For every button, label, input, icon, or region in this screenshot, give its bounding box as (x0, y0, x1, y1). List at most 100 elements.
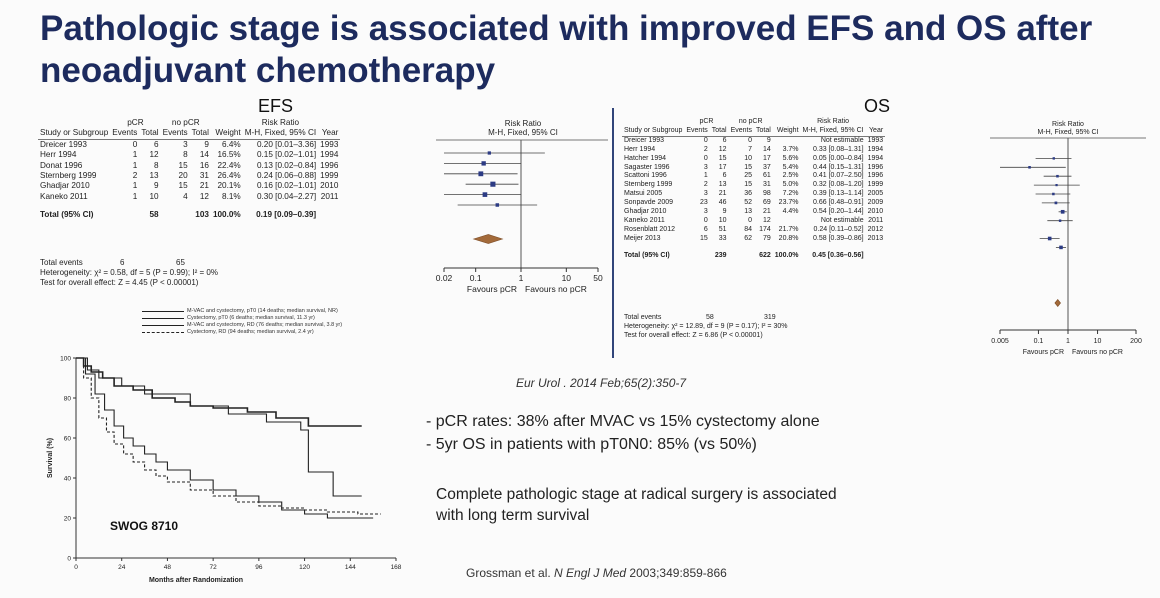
os-cell-year: 1993 (867, 136, 884, 144)
os-plot-tick-label: 1 (1066, 338, 1070, 345)
efs-cell-e1: 1 (132, 191, 138, 201)
efs-plot-point (478, 171, 484, 177)
km-survival-plot: SWOG 8710 0 20 40 60 80 100 0 24 48 72 96 120 144 168… (47, 356, 402, 585)
efs-plot-rr-header: Risk Ratio (505, 119, 542, 128)
os-cell-t1: 33 (718, 234, 727, 242)
os-cell-year: 2009 (867, 199, 884, 207)
os-cell-e1: 23 (699, 199, 708, 207)
total-col-header: Total (189, 128, 211, 140)
os-cell-e1: 3 (703, 190, 708, 198)
os-total-weight: 100.0% (774, 251, 799, 259)
os-plot-point (1052, 157, 1055, 160)
os-cell-year: 2011 (868, 216, 884, 224)
km-y-axis-label: Survival (%) (47, 438, 54, 478)
os-plot-point (1052, 192, 1055, 196)
efs-cell-year: 1994 (320, 150, 339, 160)
os-plot-tick-label: 200 (1130, 338, 1142, 345)
efs-cell-e1: 1 (132, 150, 138, 160)
os-total-t2: 622 (759, 251, 771, 259)
os-forest-table: pCR no pCR Risk Ratio Study or Subgroup … (622, 118, 886, 261)
efs-cell-e2: 20 (178, 171, 188, 181)
efs-cell-weight: 8.1% (222, 191, 241, 201)
km-legend-label: M-VAC and cystectomy, pT0 (14 deaths; me… (187, 308, 338, 314)
os-cell-weight: 23.7% (778, 199, 799, 207)
efs-cell-e2: 15 (178, 181, 188, 191)
km-x-tick-label: 24 (118, 564, 126, 571)
os-plot-point (1055, 183, 1058, 187)
os-plot-point (1059, 245, 1063, 250)
os-cell-e2: 0 (748, 136, 752, 144)
km-series-line (76, 357, 362, 497)
os-study-row: Sagaster 1996 3 17 15 37 5.4% 0.44 [0.15–1.31]… (622, 164, 885, 173)
os-cell-weight (773, 217, 801, 226)
km-legend-item: Cystectomy, pT0 (6 deaths; median surviv… (142, 315, 342, 322)
os-cell-e2: 52 (744, 199, 752, 207)
os-cell-t1: 13 (718, 181, 727, 189)
os-cell-e2: 15 (744, 163, 752, 171)
efs-cell-t1: 12 (149, 150, 159, 160)
os-total-events-pcr: 58 (706, 314, 714, 321)
citation-text: Eur Urol . 2014 Feb;65(2):350-7 (516, 376, 687, 390)
os-cell-e1: 15 (699, 234, 708, 242)
os-cell-t1: 6 (722, 172, 727, 180)
efs-forest-table: pCR no pCR Risk Ratio Study or Subgroup … (38, 118, 341, 221)
os-cell-e1: 3 (703, 208, 708, 216)
os-total-t1: 239 (714, 251, 727, 259)
efs-total-year (318, 202, 340, 220)
os-cell-name: Sternberg 1999 (624, 181, 673, 189)
os-cell-weight: 2.5% (782, 172, 799, 180)
os-cell-t1: 17 (718, 163, 727, 171)
efs-cell-e1: 1 (132, 181, 138, 191)
group1-header: pCR (127, 118, 144, 127)
km-x-tick-label: 48 (164, 564, 172, 571)
km-y-tick-label: 40 (64, 476, 72, 483)
km-y-tick-label: 60 (64, 436, 72, 443)
weight-col-header: Weight (210, 128, 243, 140)
os-cell-year: 1996 (867, 172, 884, 180)
efs-panel-label: EFS (258, 96, 294, 116)
group2-header: no pCR (171, 118, 200, 127)
os-cell-name: Ghadjar 2010 (624, 208, 667, 216)
os-cell-name: Herr 1994 (624, 145, 656, 153)
os-total-year (866, 244, 886, 261)
km-x-axis-label: Months after Randomization (149, 577, 243, 584)
km-legend-swatch (142, 332, 184, 333)
os-cell-name: Hatcher 1994 (624, 154, 667, 162)
os-total-e2 (729, 244, 754, 261)
efs-total-t1: 58 (149, 210, 159, 220)
efs-study-row: Herr 1994 1 12 8 14 16.5% 0.15 [0.02–1.01] 1994 (38, 150, 340, 160)
os-plot-point (1028, 166, 1031, 169)
efs-total-e1 (110, 202, 139, 220)
km-y-tick-label: 100 (60, 356, 71, 363)
efs-plot-point (495, 203, 500, 207)
km-legend-item: M-VAC and cystectomy, pT0 (14 deaths; me… (142, 308, 342, 315)
os-cell-ci: 0.24 [0.11–0.52] (813, 225, 864, 233)
events-col-header: Events (728, 126, 754, 137)
os-total-e1 (684, 244, 709, 261)
os-cell-year: 2005 (867, 190, 884, 198)
os-cell-t1: 10 (718, 216, 727, 224)
os-total-ci: 0.45 [0.36–0.56] (812, 251, 864, 259)
os-cell-name: Dreicer 1993 (624, 136, 665, 144)
efs-cell-ci: 0.30 [0.04–2.27] (256, 191, 317, 201)
efs-cell-e1: 2 (132, 171, 138, 181)
efs-total-ci: 0.19 [0.09–0.39] (256, 210, 317, 220)
efs-cell-weight: 20.1% (217, 181, 241, 191)
km-x-tick-label: 168 (391, 564, 402, 571)
events-col-header: Events (160, 128, 190, 140)
os-study-row: Scattoni 1996 1 6 25 61 2.5% 0.41 [0.07–2.50] 1… (622, 172, 885, 181)
os-cell-e2: 84 (744, 225, 752, 233)
os-cell-t2: 31 (762, 181, 771, 189)
efs-cell-e2: 15 (178, 160, 188, 170)
os-cell-year: 1999 (867, 181, 884, 189)
km-x-tick-label: 0 (74, 564, 78, 571)
os-study-row: Hatcher 1994 0 15 10 17 5.6% 0.05 [0.00–0.84] 1… (622, 155, 885, 164)
panel-divider (612, 108, 614, 358)
efs-total-events-pcr: 6 (120, 258, 125, 267)
efs-cell-name: Ghadjar 2010 (40, 181, 90, 191)
os-cell-year: 1994 (867, 145, 884, 153)
os-cell-ci: 0.05 [0.00–0.84] (813, 154, 864, 162)
efs-plot-point (487, 151, 491, 155)
efs-cell-e2: 4 (183, 191, 188, 201)
efs-study-row: Dreicer 1993 0 6 3 9 6.4% 0.20 [0.01–3.36] 1993 (38, 139, 340, 150)
